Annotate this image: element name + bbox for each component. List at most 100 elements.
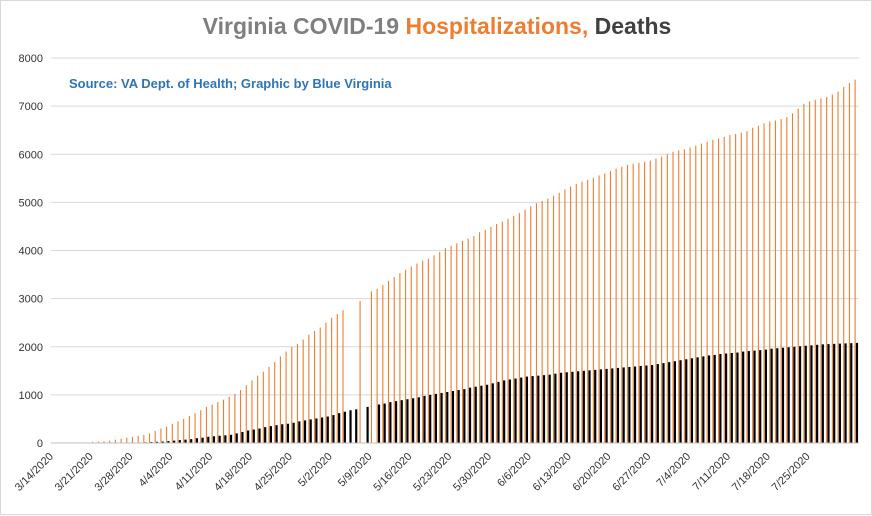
deaths-bar — [486, 385, 488, 443]
deaths-bar — [463, 389, 465, 443]
deaths-bar — [645, 366, 647, 443]
x-tick-label: 7/4/2020 — [654, 451, 693, 490]
x-tick-label: 4/25/2020 — [252, 451, 295, 494]
deaths-bar — [258, 429, 260, 443]
x-tick-label: 5/23/2020 — [411, 451, 454, 494]
hospitalizations-bar — [587, 180, 588, 443]
deaths-bar — [594, 370, 596, 443]
hospitalizations-bar — [718, 138, 719, 443]
hospitalizations-bar — [314, 331, 315, 443]
hospitalizations-bar — [621, 167, 622, 443]
hospitalizations-bar — [661, 157, 662, 443]
deaths-bar — [702, 356, 704, 443]
deaths-bar — [753, 351, 755, 443]
hospitalizations-bar — [479, 232, 480, 443]
deaths-bar — [196, 438, 198, 443]
deaths-bar — [406, 399, 408, 443]
y-tick-label: 1000 — [19, 390, 43, 402]
deaths-bar — [452, 391, 454, 443]
y-tick-label: 8000 — [19, 53, 43, 65]
hospitalizations-bar — [342, 310, 343, 443]
hospitalizations-bar — [274, 362, 275, 443]
y-tick-label: 2000 — [19, 342, 43, 354]
hospitalizations-bar — [490, 227, 491, 443]
deaths-bar — [776, 348, 778, 443]
x-tick-label: 3/28/2020 — [93, 451, 136, 494]
hospitalizations-bar — [775, 121, 776, 443]
hospitalizations-bar — [286, 352, 287, 443]
hospitalizations-bar — [223, 400, 224, 443]
deaths-bar — [549, 375, 551, 443]
hospitalizations-bar — [707, 142, 708, 443]
hospitalizations-bar — [132, 437, 133, 443]
deaths-bar — [537, 376, 539, 443]
hospitalizations-bar — [650, 161, 651, 443]
deaths-bar — [674, 361, 676, 443]
hospitalizations-bar — [325, 323, 326, 443]
deaths-bar — [423, 396, 425, 443]
deaths-bar — [298, 421, 300, 443]
deaths-bar — [230, 435, 232, 443]
deaths-bar — [281, 424, 283, 443]
hospitalizations-bar — [849, 83, 850, 443]
hospitalizations-bar — [115, 440, 116, 443]
x-tick-label: 5/9/2020 — [336, 451, 375, 490]
deaths-bar — [810, 345, 812, 443]
y-tick-label: 3000 — [19, 294, 43, 306]
deaths-bar — [412, 398, 414, 443]
x-tick-label: 3/14/2020 — [13, 451, 56, 494]
hospitalizations-bar — [536, 203, 537, 443]
hospitalizations-bar — [138, 436, 139, 443]
deaths-bar — [520, 378, 522, 443]
x-tick-label: 4/4/2020 — [137, 451, 176, 490]
hospitalizations-bar — [240, 390, 241, 443]
deaths-bar — [332, 415, 334, 443]
deaths-bar — [429, 395, 431, 443]
hospitalizations-bar — [837, 92, 838, 443]
hospitalizations-bar — [160, 429, 161, 443]
hospitalizations-bar — [331, 318, 332, 443]
hospitalizations-bar — [570, 186, 571, 443]
deaths-bar — [634, 366, 636, 443]
hospitalizations-bar — [212, 405, 213, 444]
hospitalizations-bar — [399, 273, 400, 443]
deaths-bar — [475, 387, 477, 443]
deaths-bar — [554, 374, 556, 443]
hospitalizations-bar — [126, 438, 127, 443]
deaths-bar — [287, 424, 289, 443]
y-tick-label: 7000 — [19, 101, 43, 113]
x-tick-label: 5/2/2020 — [296, 451, 335, 490]
deaths-bar — [725, 353, 727, 443]
deaths-bar — [668, 362, 670, 443]
deaths-bar — [395, 401, 397, 443]
hospitalizations-bar — [695, 146, 696, 443]
x-tick-label: 6/27/2020 — [610, 451, 653, 494]
deaths-bar — [577, 371, 579, 443]
deaths-bar — [304, 420, 306, 443]
hospitalizations-bar — [405, 270, 406, 443]
hospitalizations-bar — [803, 104, 804, 443]
hospitalizations-bar — [183, 419, 184, 443]
hospitalizations-bar — [234, 394, 235, 443]
deaths-bar — [566, 372, 568, 443]
deaths-bar — [492, 383, 494, 443]
deaths-bar — [827, 344, 829, 443]
deaths-bar — [719, 354, 721, 443]
deaths-bar — [782, 348, 784, 443]
hospitalizations-bar — [377, 289, 378, 443]
hospitalizations-bar — [798, 109, 799, 443]
deaths-bar — [816, 345, 818, 443]
hospitalizations-bar — [507, 219, 508, 443]
x-tick-label: 4/11/2020 — [173, 451, 216, 494]
hospitalizations-bar — [206, 407, 207, 443]
deaths-bar — [310, 419, 312, 443]
deaths-bar — [509, 379, 511, 443]
deaths-bar — [571, 372, 573, 443]
deaths-bar — [321, 417, 323, 443]
hospitalizations-bar — [422, 261, 423, 443]
deaths-bar — [788, 347, 790, 443]
hospitalizations-bar — [297, 344, 298, 443]
deaths-bar — [691, 358, 693, 443]
hospitalizations-bar — [502, 222, 503, 443]
